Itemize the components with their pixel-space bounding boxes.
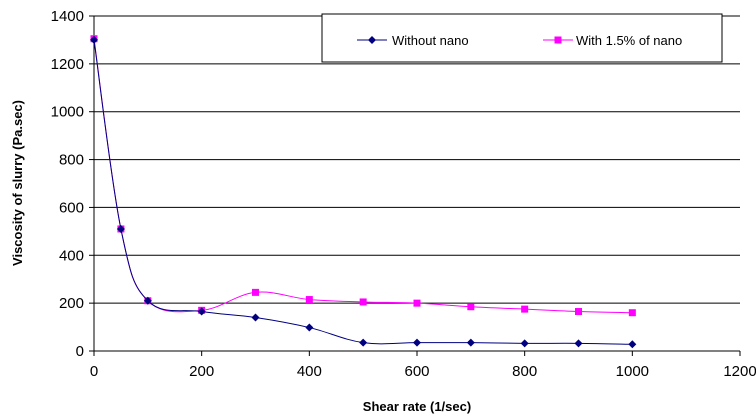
data-point-square: [252, 288, 259, 296]
grid-lines: [94, 15, 740, 304]
data-point-diamond: [305, 323, 314, 332]
data-point-diamond: [251, 313, 260, 322]
y-axis-title: Viscosity of slurry (Pa.sec): [10, 100, 25, 266]
x-tick-label: 200: [189, 363, 214, 380]
x-tick-label: 0: [90, 363, 98, 380]
data-point-diamond: [413, 338, 421, 347]
y-tick-label: 800: [59, 152, 84, 169]
x-tick-label: 1000: [616, 363, 649, 380]
data-point-square: [575, 308, 582, 316]
legend-label-without-nano: Without nano: [392, 33, 469, 48]
legend-marker-square: [554, 36, 562, 44]
y-tick-label: 0: [76, 343, 84, 360]
data-point-square: [521, 305, 529, 313]
data-point-square: [305, 296, 313, 304]
y-tick-label: 1000: [51, 104, 84, 121]
y-tick-label: 400: [59, 247, 84, 264]
data-point-square: [359, 298, 367, 306]
legend-label-with-nano: With 1.5% of nano: [576, 33, 682, 48]
data-point-square: [467, 303, 475, 311]
data-point-diamond: [116, 224, 125, 233]
data-point-diamond: [197, 307, 206, 316]
axes: [89, 15, 741, 356]
series-line-with-nano: [93, 38, 633, 314]
series: [90, 35, 637, 349]
x-tick-label: 800: [512, 363, 537, 380]
legend-box: [321, 13, 723, 63]
x-tick-label: 600: [404, 363, 429, 380]
tick-labels: 0 200 400 600 800 1000 1200 1400 0 200 400 600 800 10…: [51, 8, 756, 380]
y-tick-label: 1400: [51, 8, 84, 25]
data-point-diamond: [628, 340, 637, 349]
data-point-diamond: [90, 35, 98, 44]
x-tick-label: 1200: [723, 363, 756, 380]
data-point-diamond: [466, 338, 475, 347]
y-tick-label: 200: [59, 295, 84, 312]
data-point-square: [413, 299, 421, 307]
y-tick-label: 600: [59, 199, 84, 216]
y-tick-label: 1200: [51, 56, 84, 73]
x-tick-label: 400: [297, 363, 322, 380]
legend-marker-diamond: [368, 36, 376, 44]
data-point-diamond: [143, 296, 152, 305]
data-point-square: [628, 309, 636, 317]
data-point-diamond: [574, 339, 583, 348]
data-point-diamond: [359, 338, 368, 347]
legend: Without nano With 1.5% of nano: [321, 13, 723, 63]
x-axis-title: Shear rate (1/sec): [363, 399, 471, 414]
data-point-diamond: [520, 339, 529, 348]
